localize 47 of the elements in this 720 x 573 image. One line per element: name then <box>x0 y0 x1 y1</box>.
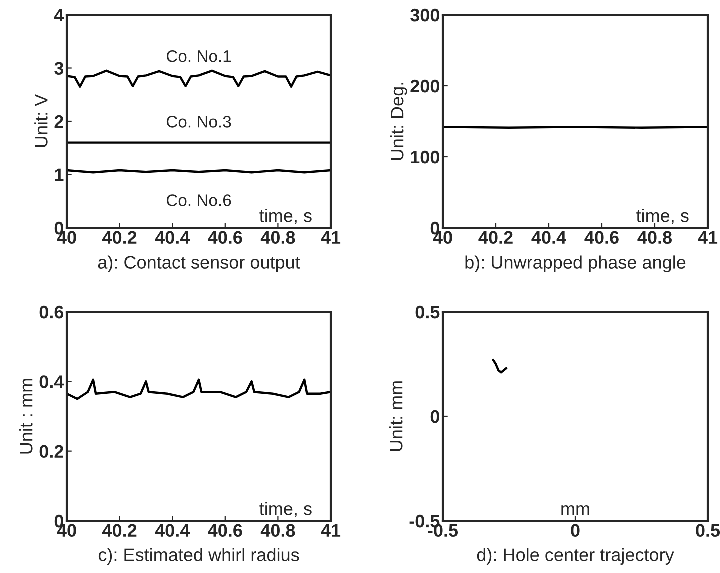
text: c): Estimated whirl radius <box>98 548 300 565</box>
y-axis-title: Unit: V <box>34 94 48 148</box>
text: a): Contact sensor output <box>98 256 300 273</box>
x-tick-label: 40.6 <box>208 231 242 244</box>
x-tick-label: 40.6 <box>208 524 242 538</box>
x-tick-label: 40.4 <box>532 231 566 244</box>
series-label: Co. No.3 <box>166 116 232 128</box>
x-tick-label: 0.5 <box>696 524 720 538</box>
y-tick-label: 0 <box>430 410 440 424</box>
series-label: Co. No.6 <box>166 194 232 206</box>
y-tick-label: 1 <box>55 168 64 182</box>
x-axis-title: time, s <box>636 209 689 224</box>
x-tick-label: 40.8 <box>260 231 296 244</box>
text: d): Hole center trajectory <box>477 548 674 565</box>
x-tick-label: 40.4 <box>155 231 190 244</box>
text: b): Unwrapped phase angle <box>466 256 686 273</box>
x-tick-label: 40.2 <box>102 231 137 244</box>
y-tick-label: 4 <box>54 9 64 22</box>
x-tick-label: 40.6 <box>584 231 619 244</box>
x-axis-title: time, s <box>260 502 312 518</box>
x-axis-title: mm <box>562 505 590 516</box>
line-series <box>67 70 331 88</box>
x-tick-label: 40.8 <box>638 231 672 244</box>
y-tick-label: 0.4 <box>40 376 64 388</box>
y-tick-label: 200 <box>410 80 440 93</box>
series-label: Co. No.1 <box>166 50 232 62</box>
y-axis-title: Unit: mm <box>390 382 403 452</box>
x-tick-label: 40.4 <box>155 524 190 538</box>
y-tick-label: 0.2 <box>40 445 64 458</box>
y-axis-title: Unit : mm <box>20 379 33 454</box>
x-tick-label: 0 <box>571 524 580 538</box>
line-series <box>492 358 508 374</box>
y-tick-label: 2 <box>54 115 64 128</box>
line-series <box>67 378 331 400</box>
y-tick-label: 100 <box>411 150 440 164</box>
x-tick-label: 40.2 <box>478 231 513 244</box>
y-tick-label: 300 <box>410 8 440 22</box>
y-tick-label: 0.5 <box>416 306 440 319</box>
x-tick-label: 41 <box>321 524 341 537</box>
x-tick-label: 41 <box>698 231 718 244</box>
y-axis-title: Unit: Deg. <box>390 83 408 160</box>
x-axis-title: time, s <box>260 209 312 224</box>
y-tick-label: 3 <box>54 62 64 75</box>
x-tick-label: 40.8 <box>260 524 296 538</box>
y-tick-label: 0.6 <box>40 306 64 319</box>
x-tick-label: 40.2 <box>102 524 137 538</box>
x-tick-label: 41 <box>321 231 341 244</box>
